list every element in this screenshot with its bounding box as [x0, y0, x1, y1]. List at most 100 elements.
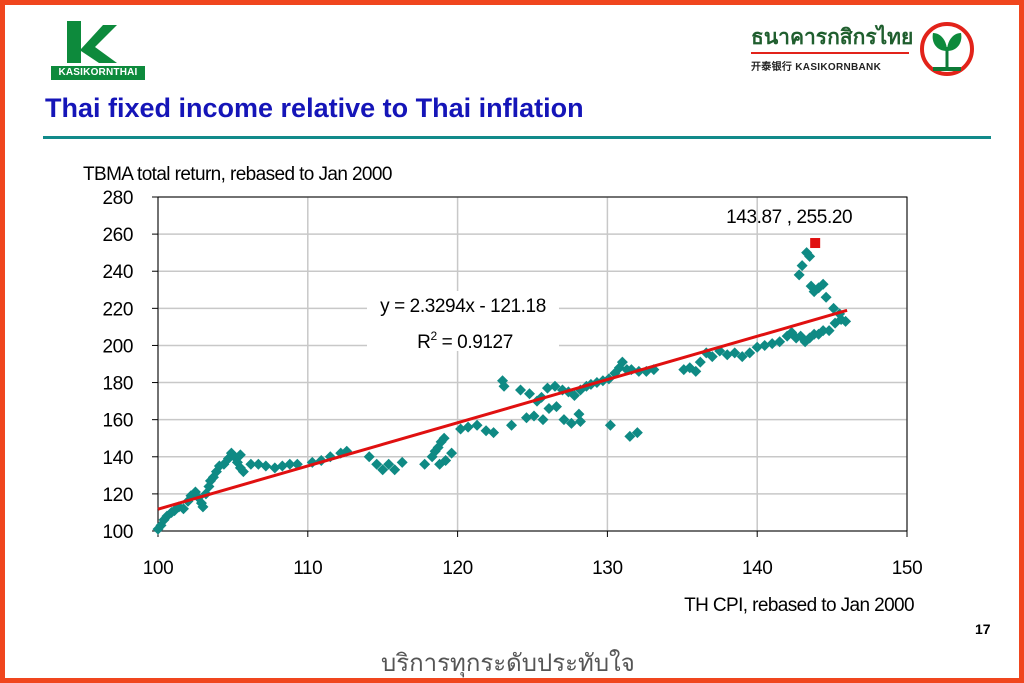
data-point	[793, 269, 805, 281]
data-point	[383, 458, 395, 470]
x-tick-label: 150	[892, 558, 923, 579]
r-squared-label: R2 = 0.9127	[417, 329, 513, 353]
slide-title: Thai fixed income relative to Thai infla…	[45, 93, 584, 123]
data-point	[604, 419, 616, 431]
data-point	[537, 414, 549, 426]
kasikornthai-badge: KASIKORNTHAI	[51, 66, 145, 80]
y-axis-label: TBMA total return, rebased to Jan 2000	[83, 164, 392, 185]
data-point	[801, 247, 813, 259]
y-tick-label: 180	[102, 374, 133, 395]
r-squared-exponent: 2	[430, 329, 437, 343]
data-point	[565, 417, 577, 429]
data-point	[506, 419, 518, 431]
y-tick-label: 220	[102, 299, 133, 320]
data-point	[269, 462, 281, 474]
data-point	[363, 451, 375, 463]
data-point	[706, 351, 718, 363]
data-point	[377, 464, 389, 476]
data-point	[419, 458, 431, 470]
kasikornbank-emblem-icon	[920, 22, 974, 76]
x-tick-label: 130	[592, 558, 623, 579]
data-point	[524, 388, 536, 400]
r-squared-value: = 0.9127	[437, 332, 513, 353]
highlight-point	[810, 238, 821, 249]
x-tick-label: 120	[442, 558, 473, 579]
data-point	[616, 356, 628, 368]
data-point	[550, 401, 562, 413]
data-point	[389, 464, 401, 476]
kasikornthai-logo: KASIKORNTHAI	[49, 19, 145, 81]
data-point	[823, 325, 835, 337]
data-point	[541, 382, 553, 394]
data-point	[197, 501, 209, 513]
data-point	[574, 416, 586, 428]
x-tick-label: 110	[293, 558, 322, 579]
y-tick-label: 240	[102, 262, 133, 283]
footer-slogan: บริการทุกระดับประทับใจ	[381, 649, 635, 677]
data-point	[549, 380, 561, 392]
data-point	[528, 410, 540, 422]
x-tick-label: 140	[742, 558, 773, 579]
data-point	[817, 278, 829, 290]
bank-name-rule	[751, 52, 909, 54]
data-point	[177, 503, 189, 515]
data-point	[237, 466, 249, 478]
data-point	[245, 458, 257, 470]
data-point	[840, 315, 852, 327]
data-point	[498, 380, 510, 392]
kasikorn-k-icon	[67, 21, 117, 63]
data-point	[744, 347, 756, 359]
data-point	[396, 456, 408, 468]
data-point	[438, 432, 450, 444]
x-axis-label: TH CPI, rebased to Jan 2000	[684, 595, 914, 616]
data-point	[694, 356, 706, 368]
data-point	[690, 365, 702, 377]
data-point	[462, 421, 474, 433]
y-tick-label: 260	[102, 225, 133, 246]
trendline-equation: y = 2.3294x - 121.18	[380, 296, 546, 317]
title-rule	[43, 136, 991, 139]
data-point	[624, 430, 636, 442]
data-point	[817, 325, 829, 337]
y-tick-label: 160	[102, 411, 133, 432]
data-point	[515, 384, 527, 396]
y-tick-label: 140	[102, 448, 133, 469]
data-point	[558, 414, 570, 426]
data-point	[371, 458, 383, 470]
data-point	[828, 302, 840, 314]
bank-name-block: ธนาคารกสิกรไทย 开泰银行 KASIKORNBANK	[751, 25, 916, 73]
data-point	[751, 341, 763, 353]
scatter-chart: TBMA total return, rebased to Jan 2000 T…	[83, 164, 923, 616]
data-point	[573, 408, 585, 420]
data-point	[759, 339, 771, 351]
page-number: 17	[975, 621, 991, 637]
y-tick-label: 200	[102, 336, 133, 357]
y-tick-label: 100	[102, 522, 133, 543]
data-point	[471, 419, 483, 431]
x-tick-label: 100	[143, 558, 174, 579]
data-point	[631, 427, 643, 439]
data-point	[488, 427, 500, 439]
data-point	[568, 390, 580, 402]
data-point	[252, 458, 264, 470]
data-point	[736, 351, 748, 363]
r-squared-symbol: R	[417, 332, 430, 353]
data-point	[721, 349, 733, 361]
y-tick-label: 280	[102, 188, 133, 209]
data-point	[446, 447, 458, 459]
data-point	[543, 403, 555, 415]
data-point	[276, 460, 288, 472]
data-point	[234, 449, 246, 461]
data-point	[284, 458, 296, 470]
plot-area	[157, 196, 908, 532]
highlight-label: 143.87 , 255.20	[726, 207, 852, 228]
data-point	[804, 250, 816, 262]
data-point	[820, 291, 832, 303]
data-point	[521, 412, 533, 424]
data-point	[260, 460, 272, 472]
data-point	[774, 336, 786, 348]
trendline	[157, 308, 848, 511]
data-point	[766, 338, 778, 350]
bank-name-thai: ธนาคารกสิกรไทย	[751, 25, 914, 49]
